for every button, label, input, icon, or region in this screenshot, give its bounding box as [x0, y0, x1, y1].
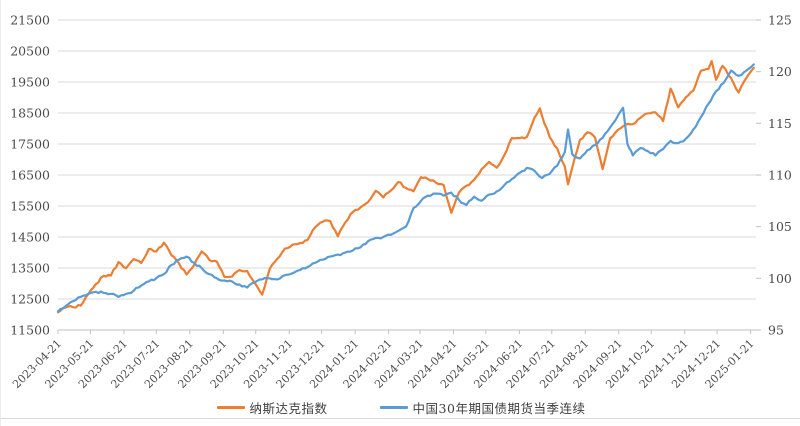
right-y-tick-label: 110 — [768, 168, 792, 183]
left-y-tick-label: 16500 — [10, 168, 50, 183]
left-y-tick-label: 17500 — [10, 137, 50, 152]
right-y-tick-label: 120 — [768, 64, 792, 79]
right-y-tick-label: 100 — [768, 271, 792, 286]
left-y-tick-label: 21500 — [10, 13, 50, 28]
legend: 纳斯达克指数 中国30年期国债期货当季连续 — [1, 398, 800, 417]
right-y-axis-labels: 125 120 115 110 105 100 95 — [756, 13, 792, 338]
cgb30y-series-label: 中国30年期国债期货当季连续 — [412, 401, 586, 416]
cgb30y-series-swatch — [379, 406, 408, 409]
left-y-tick-label: 20500 — [10, 44, 50, 59]
frame-bottom-rule — [1, 418, 800, 419]
left-y-tick-label: 13500 — [10, 261, 50, 276]
x-axis-labels: 2023-04-212023-05-212023-06-212023-07-21… — [10, 330, 757, 391]
right-y-tick-label: 125 — [768, 13, 792, 28]
left-y-tick-label: 12500 — [10, 292, 50, 307]
left-y-axis-labels: 21500 20500 19500 18500 17500 16500 15500 14500… — [10, 13, 50, 338]
nasdaq-series-label: 纳斯达克指数 — [249, 401, 328, 416]
right-y-tick-label: 115 — [768, 116, 792, 131]
nasdaq-series-swatch — [216, 406, 245, 409]
legend-item-nasdaq: 纳斯达克指数 — [216, 398, 328, 417]
gridlines — [58, 19, 756, 331]
left-y-tick-label: 19500 — [10, 75, 50, 90]
left-y-tick-label: 11500 — [10, 323, 50, 338]
series-line-1 — [56, 63, 755, 313]
right-y-tick-label: 105 — [768, 219, 792, 234]
series-line-0 — [56, 59, 755, 314]
left-y-tick-label: 14500 — [10, 230, 50, 245]
legend-item-cgb30y-futures: 中国30年期国债期货当季连续 — [379, 398, 586, 417]
left-y-tick-label: 18500 — [10, 106, 50, 121]
left-y-tick-label: 15500 — [10, 199, 50, 214]
right-y-tick-label: 95 — [768, 323, 784, 338]
